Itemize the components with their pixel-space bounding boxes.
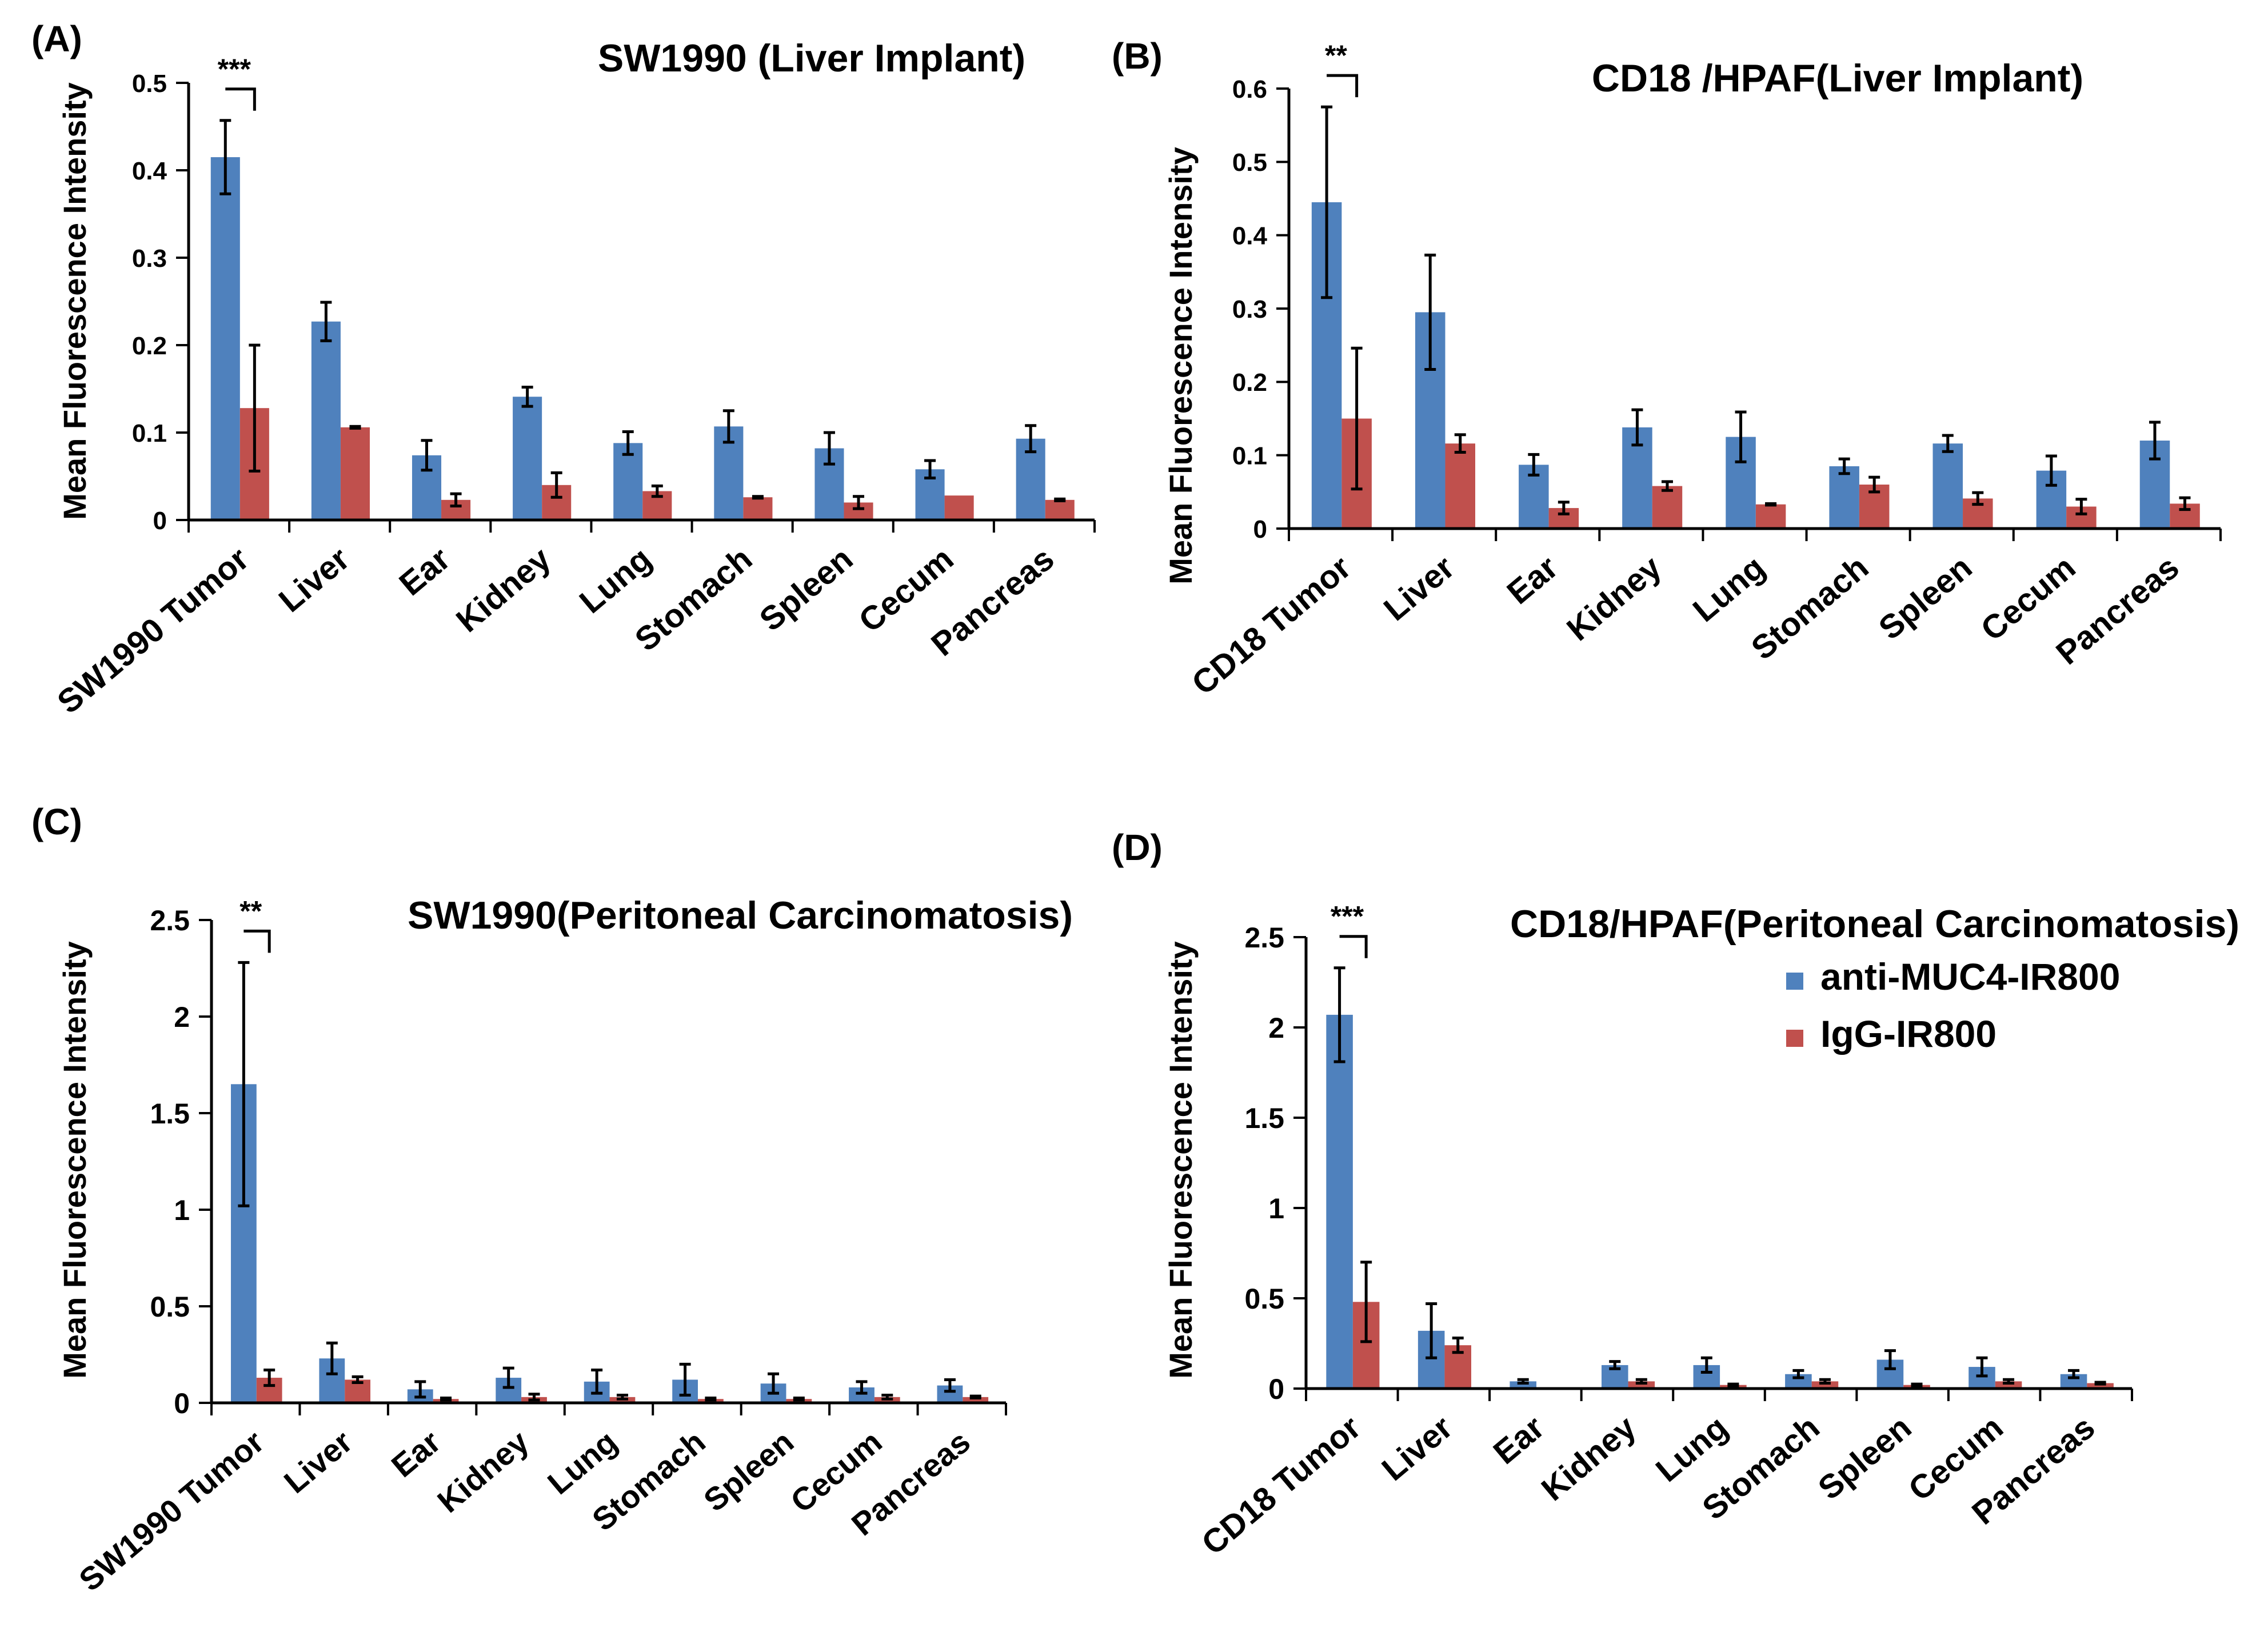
x-tick-label: SW1990 Tumor: [50, 540, 255, 721]
x-tick-label: Spleen: [753, 540, 860, 638]
bar: [1045, 499, 1075, 520]
y-tick-label: 0.1: [132, 419, 167, 447]
y-tick-label: 0: [1253, 515, 1267, 543]
bar: [513, 397, 542, 520]
y-tick-label: 1: [174, 1194, 190, 1226]
x-tick-label: Spleen: [697, 1423, 800, 1518]
y-tick-label: 0.5: [132, 70, 167, 98]
bar: [311, 321, 341, 520]
x-tick-label: Spleen: [1872, 549, 1979, 647]
significance-label: **: [1325, 39, 1347, 71]
bar: [1510, 1381, 1536, 1389]
x-tick-label: Liver: [272, 540, 357, 619]
x-tick-label: Lung: [573, 540, 658, 621]
panel-label: (A): [31, 18, 82, 59]
bar: [1995, 1381, 2022, 1389]
bar: [1811, 1381, 1839, 1389]
bar: [944, 495, 974, 520]
significance-bracket: [243, 929, 271, 953]
x-tick-label: Stomach: [1744, 549, 1875, 667]
y-axis-label: Mean Fluorescence Intensity: [57, 82, 93, 520]
significance-label: ***: [1331, 901, 1364, 933]
bar: [743, 497, 773, 520]
bar: [1326, 1014, 1353, 1389]
bar: [1829, 466, 1859, 529]
y-tick-label: 0: [1268, 1373, 1284, 1405]
significance-bracket: [225, 87, 256, 111]
y-tick-label: 0.4: [1232, 222, 1268, 250]
significance-bracket: [1327, 74, 1359, 98]
y-tick-label: 0.1: [1232, 442, 1267, 470]
x-tick-label: Lung: [1686, 549, 1772, 629]
y-axis-label: Mean Fluorescence Intensity: [1163, 147, 1199, 585]
x-tick-label: Kidney: [1535, 1409, 1643, 1508]
significance-label: ***: [218, 53, 251, 85]
bar: [1932, 443, 1963, 529]
y-tick-label: 0.6: [1232, 75, 1267, 103]
significance-bracket: [1339, 935, 1368, 958]
y-tick-label: 0.4: [132, 157, 167, 185]
chart-title: CD18 /HPAF(Liver Implant): [1592, 57, 2083, 100]
panel-label: (B): [1112, 35, 1163, 77]
significance-label: **: [239, 895, 262, 927]
x-tick-label: Kidney: [449, 540, 558, 639]
bar: [1628, 1381, 1655, 1389]
panel-label: (D): [1112, 827, 1163, 868]
y-tick-label: 0.3: [1232, 295, 1267, 323]
legend-swatch: [1786, 973, 1803, 990]
x-tick-label: Spleen: [1811, 1409, 1918, 1507]
y-tick-label: 2: [174, 1001, 190, 1033]
x-tick-label: Ear: [385, 1423, 448, 1484]
y-tick-label: 1.5: [1244, 1102, 1284, 1134]
y-tick-label: 0: [174, 1387, 190, 1419]
y-tick-label: 0.2: [1232, 369, 1267, 397]
y-tick-label: 0: [153, 507, 167, 535]
y-tick-label: 1.5: [150, 1098, 190, 1130]
x-tick-label: SW1990 Tumor: [72, 1423, 270, 1598]
x-tick-label: Kidney: [1560, 549, 1668, 648]
x-tick-label: Ear: [392, 540, 457, 603]
y-tick-label: 0.5: [1232, 149, 1267, 177]
y-tick-label: 0.2: [132, 332, 167, 360]
bar: [1445, 443, 1475, 529]
x-tick-label: CD18 Tumor: [1195, 1409, 1368, 1562]
y-axis-label: Mean Fluorescence Intensity: [57, 941, 93, 1379]
bar: [613, 443, 643, 520]
bar: [963, 1397, 989, 1403]
y-axis-label: Mean Fluorescence Intensity: [1163, 941, 1199, 1379]
x-tick-label: CD18 Tumor: [1185, 549, 1358, 702]
y-tick-label: 2.5: [150, 905, 190, 937]
y-tick-label: 0.5: [1244, 1283, 1284, 1315]
x-tick-label: Liver: [1375, 1409, 1459, 1488]
chart-title: CD18/HPAF(Peritoneal Carcinomatosis): [1510, 902, 2239, 946]
y-tick-label: 1: [1268, 1193, 1284, 1225]
y-tick-label: 2: [1268, 1012, 1284, 1044]
x-tick-label: Ear: [1487, 1409, 1551, 1471]
legend-swatch: [1786, 1030, 1803, 1047]
bar: [1755, 504, 1786, 529]
x-tick-label: Kidney: [430, 1423, 536, 1519]
legend-label: IgG-IR800: [1820, 1013, 1997, 1055]
panel-label: (C): [31, 801, 82, 842]
bar: [2087, 1383, 2114, 1389]
y-tick-label: 2.5: [1244, 922, 1284, 954]
chart-title: SW1990(Peritoneal Carcinomatosis): [408, 894, 1073, 937]
y-tick-label: 0.3: [132, 245, 167, 273]
x-tick-label: Ear: [1500, 549, 1564, 611]
legend-label: anti-MUC4-IR800: [1820, 955, 2120, 998]
x-tick-label: Liver: [277, 1423, 359, 1500]
bar: [210, 157, 240, 520]
bar: [1652, 486, 1683, 529]
x-tick-label: Liver: [1377, 549, 1462, 628]
chart-title: SW1990 (Liver Implant): [598, 37, 1025, 80]
y-tick-label: 0.5: [150, 1291, 190, 1323]
bar: [340, 427, 370, 520]
